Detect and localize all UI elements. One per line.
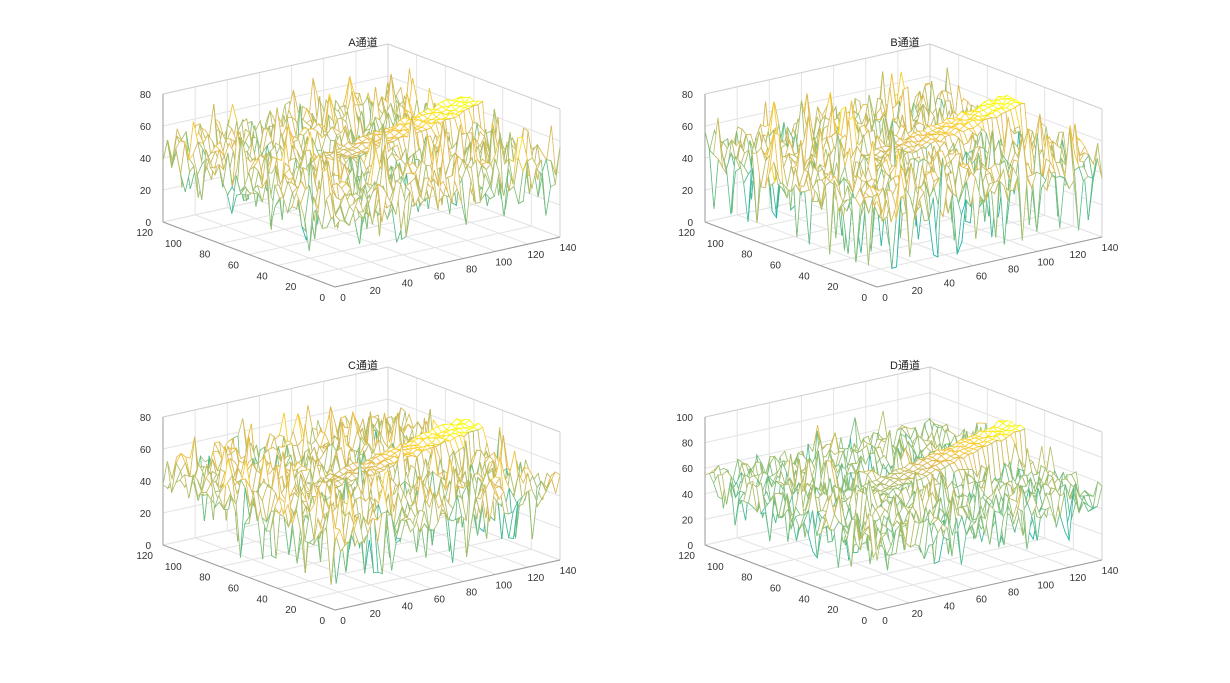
x-tick-label: 20 [912,286,924,297]
z-tick-label: 60 [140,122,152,133]
x-tick-label: 40 [402,279,414,290]
subplot-b: 0204060800204060801001200204060801001201… [678,35,1118,304]
subplot-title: B通道 [890,35,919,49]
tick-labels: 0204060800204060801001200204060801001201… [136,90,576,304]
y-tick-label: 120 [678,228,695,239]
surface-cell [330,193,341,229]
axes-box-edge [929,43,1103,110]
axis-line [704,221,878,288]
y-tick-label: 80 [199,250,211,261]
x-tick-label: 120 [528,250,545,261]
floor-grid-line [848,225,1074,277]
y-tick-label: 40 [799,271,811,282]
z-tick-label: 60 [682,122,694,133]
z-tick-label: 40 [682,154,694,165]
z-tick-label: 80 [682,90,694,101]
z-tick-label: 40 [140,154,152,165]
y-tick-label: 120 [136,228,153,239]
x-tick-label: 60 [434,272,446,283]
axis-line [876,236,1103,288]
x-tick-label: 100 [495,257,512,268]
subplot-title: A通道 [348,35,377,49]
x-tick-label: 100 [1037,257,1054,268]
surface-mesh [162,68,561,252]
floor-grid-line [306,225,532,277]
axes-box-edge [387,43,561,110]
y-tick-label: 80 [741,250,753,261]
z-tick-label: 0 [145,218,151,229]
y-tick-label: 40 [257,271,269,282]
x-tick-label: 60 [976,272,988,283]
x-tick-label: 120 [1070,250,1087,261]
z-tick-label: 20 [682,186,694,197]
y-tick-label: 60 [228,261,240,272]
y-tick-label: 100 [707,239,724,250]
x-tick-label: 140 [1102,243,1119,254]
surface-mesh [704,67,1103,269]
x-tick-label: 140 [560,243,577,254]
x-tick-label: 40 [944,279,956,290]
z-tick-label: 20 [140,186,152,197]
y-tick-label: 60 [770,261,782,272]
y-tick-label: 100 [165,239,182,250]
axis-line [162,221,336,288]
x-tick-label: 80 [1008,264,1020,275]
x-tick-label: 0 [340,293,346,304]
x-tick-label: 0 [882,293,888,304]
axis-line [334,236,561,288]
x-tick-label: 80 [466,264,478,275]
y-tick-label: 20 [285,282,297,293]
axes-box-edge [704,43,931,95]
y-tick-label: 0 [319,293,325,304]
y-tick-label: 20 [827,282,839,293]
z-tick-label: 80 [140,90,152,101]
x-tick-label: 20 [370,286,382,297]
axes-box-edge [162,43,389,95]
floor-grid-line [277,214,503,266]
subplot-a: 0204060800204060801001200204060801001201… [136,35,576,304]
y-tick-label: 0 [861,293,867,304]
subplot-grid: 0204060800204060801001200204060801001201… [136,35,1118,627]
